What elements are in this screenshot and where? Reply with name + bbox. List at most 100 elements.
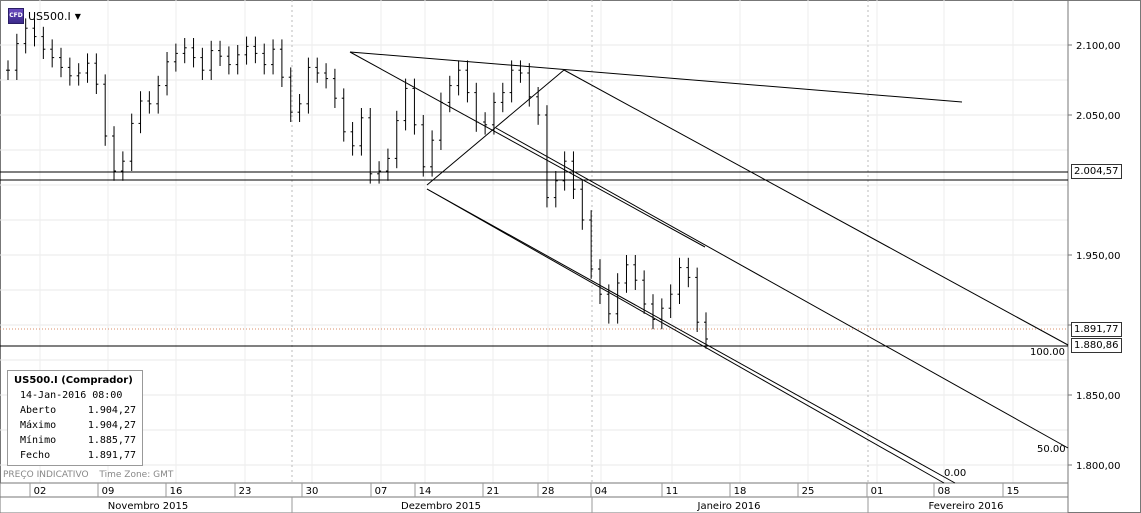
ohlc-bar [483,112,488,135]
info-row-low: Mínimo 1.885,77 [20,435,136,446]
ohlc-bar [642,270,647,314]
x-tick-label: 08 [938,486,951,497]
ohlc-bar [597,259,602,304]
symbol-name: US500.I [28,9,71,23]
ohlc-bar [659,298,664,330]
ohlc-series [6,18,708,349]
ohlc-bar [368,108,373,184]
info-row-high: Máximo 1.904,27 [20,420,136,431]
ohlc-bar [76,63,81,86]
y-tick-label: 1.850,00 [1076,391,1121,402]
ohlc-bar [103,74,108,146]
ohlc-bar [385,148,390,181]
ohlc-bar [430,130,435,177]
x-tick-label: 02 [34,486,47,497]
ohlc-bar [129,113,134,171]
ohlc-bar [571,151,576,199]
ohlc-bar [465,60,470,103]
ohlc-bar [173,43,178,72]
fib-label: 100.00 [1030,347,1065,358]
ohlc-bar [447,75,452,113]
x-month-label: Janeiro 2016 [697,501,761,512]
ohlc-bar [315,57,320,83]
x-tick-label: 25 [802,486,815,497]
fib-label: 50.00 [1037,444,1066,455]
price-label-current: 1.891,77 [1071,322,1122,337]
ohlc-bar [491,92,496,135]
ohlc-bar [271,39,276,75]
ohlc-bar [536,87,541,125]
ohlc-bar [244,36,249,65]
ohlc-bar [209,40,214,80]
ohlc-bar [589,210,594,279]
channel-lower-line [426,188,956,484]
ohlc-bar [288,67,293,122]
x-month-label: Fevereiro 2016 [929,501,1004,512]
ohlc-bar [94,53,99,94]
ohlc-bar [165,52,170,96]
x-axis-months [0,496,1069,513]
ohlc-bar [509,60,514,103]
ohlc-bar [182,38,187,64]
y-tick-label: 1.800,00 [1076,461,1121,472]
ohlc-bar [191,38,196,68]
ohlc-bar [456,60,461,96]
price-label-1880: 1.880,86 [1071,338,1122,353]
ohlc-bar [341,88,346,142]
x-month-label: Novembro 2015 [108,501,188,512]
fork-median-line [495,127,1069,449]
ohlc-bar [279,39,284,87]
ohlc-bar [226,46,231,75]
ohlc-bar [544,105,549,208]
ohlc-bar [677,257,682,304]
symbol-selector[interactable]: CFD US500.I ▼ [8,7,81,25]
channel-upper-line [349,51,706,248]
ohlc-bar [218,40,223,66]
ohlc-bar [403,78,408,131]
x-tick-label: 16 [170,486,183,497]
ohlc-bar [527,63,532,107]
x-tick-label: 23 [239,486,252,497]
ohlc-bar [59,47,64,78]
trend-line [349,51,963,103]
ohlc-bar [686,257,691,288]
ohlc-bar [500,82,505,113]
ohlc-bar [350,122,355,156]
x-tick-label: 18 [734,486,747,497]
x-axis-days [0,482,1069,498]
x-tick-label: 21 [487,486,500,497]
ohlc-bar [624,255,629,293]
ohlc-bar [668,284,673,318]
channel-connector [426,69,565,186]
ohlc-bar [32,18,37,47]
ohlc-bar [67,57,72,86]
ohlc-bar [306,57,311,114]
ohlc-bar [580,179,585,230]
ohlc-bar [235,45,240,75]
x-tick-label: 30 [306,486,319,497]
ohlc-bar [41,26,46,59]
info-timestamp: 14-Jan-2016 08:00 [20,390,123,401]
ohlc-bar [421,115,426,177]
fork-upper-line [563,69,1069,346]
ohlc-bar [412,78,417,135]
ohlc-bar [112,126,117,181]
footer-info: PREÇO INDICATIVO Time Zone: GMT [3,470,181,480]
ohlc-bar [332,68,337,108]
x-tick-label: 01 [871,486,884,497]
fork-lower-line [426,188,945,484]
cfd-icon: CFD [8,8,24,24]
ohlc-bar [359,108,364,156]
ohlc-bar [704,312,708,349]
price-label-2004: 2.004,57 [1071,164,1122,179]
ohlc-bar [633,255,638,290]
fib-label: 0.00 [944,468,966,479]
x-tick-label: 04 [595,486,608,497]
x-tick-label: 07 [375,486,388,497]
ohlc-bar [562,151,567,191]
ohlc-bar [138,91,143,134]
ohlc-bar [324,63,329,89]
chevron-down-icon[interactable]: ▼ [74,11,81,21]
x-tick-label: 14 [419,486,432,497]
